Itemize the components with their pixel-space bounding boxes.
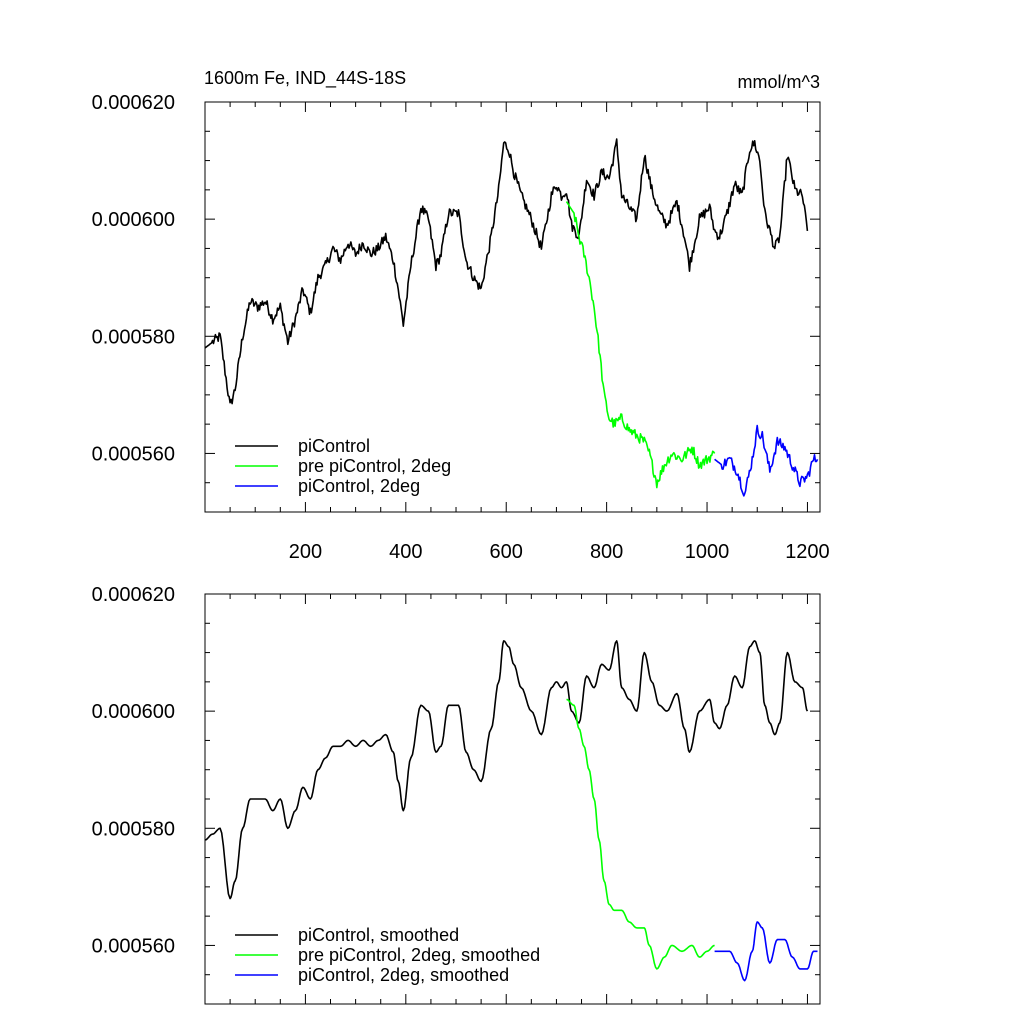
series-line bbox=[714, 921, 818, 982]
legend-label: piControl, 2deg bbox=[298, 476, 420, 496]
y-tick-label: 0.000560 bbox=[92, 935, 175, 957]
y-tick-label: 0.000620 bbox=[92, 92, 175, 114]
x-tick-label: 1000 bbox=[685, 541, 730, 563]
x-tick-label: 400 bbox=[389, 541, 422, 563]
legend-label: piControl, smoothed bbox=[298, 925, 459, 945]
series-line bbox=[714, 424, 819, 497]
series-group bbox=[204, 640, 818, 982]
series-line bbox=[565, 201, 716, 489]
top-panel: 1600m Fe, IND_44S-18S mmol/m^3 0.0005600… bbox=[92, 68, 830, 563]
axes-group: 0.000560 0.000580 0.000600 0.000620 bbox=[92, 584, 820, 1005]
x-tick-label: 200 bbox=[289, 541, 322, 563]
legend-label: pre piControl, 2deg bbox=[298, 456, 451, 476]
x-tick-label: 600 bbox=[490, 541, 523, 563]
y-tick-label: 0.000580 bbox=[92, 326, 175, 348]
chart-title: 1600m Fe, IND_44S-18S bbox=[204, 68, 406, 89]
y-tick-label: 0.000560 bbox=[92, 443, 175, 465]
y-tick-label: 0.000620 bbox=[92, 584, 175, 606]
series-group bbox=[204, 138, 819, 497]
bottom-panel: 0.000560 0.000580 0.000600 0.000620 piContr… bbox=[92, 584, 821, 1005]
series-line bbox=[204, 640, 809, 900]
y-tick-label: 0.000580 bbox=[92, 818, 175, 840]
units-label: mmol/m^3 bbox=[738, 72, 820, 92]
legend-label: piControl bbox=[298, 436, 370, 456]
series-line bbox=[566, 698, 715, 970]
x-tick-label: 800 bbox=[590, 541, 623, 563]
y-tick-label: 0.000600 bbox=[92, 701, 175, 723]
x-tick-label: 1200 bbox=[785, 541, 830, 563]
series-line bbox=[204, 138, 809, 405]
axes-group: 0.000560 0.000580 0.000600 0.000620 200 400 60… bbox=[92, 92, 830, 563]
legend-label: piControl, 2deg, smoothed bbox=[298, 965, 509, 985]
y-tick-label: 0.000600 bbox=[92, 209, 175, 231]
legend-label: pre piControl, 2deg, smoothed bbox=[298, 945, 540, 965]
